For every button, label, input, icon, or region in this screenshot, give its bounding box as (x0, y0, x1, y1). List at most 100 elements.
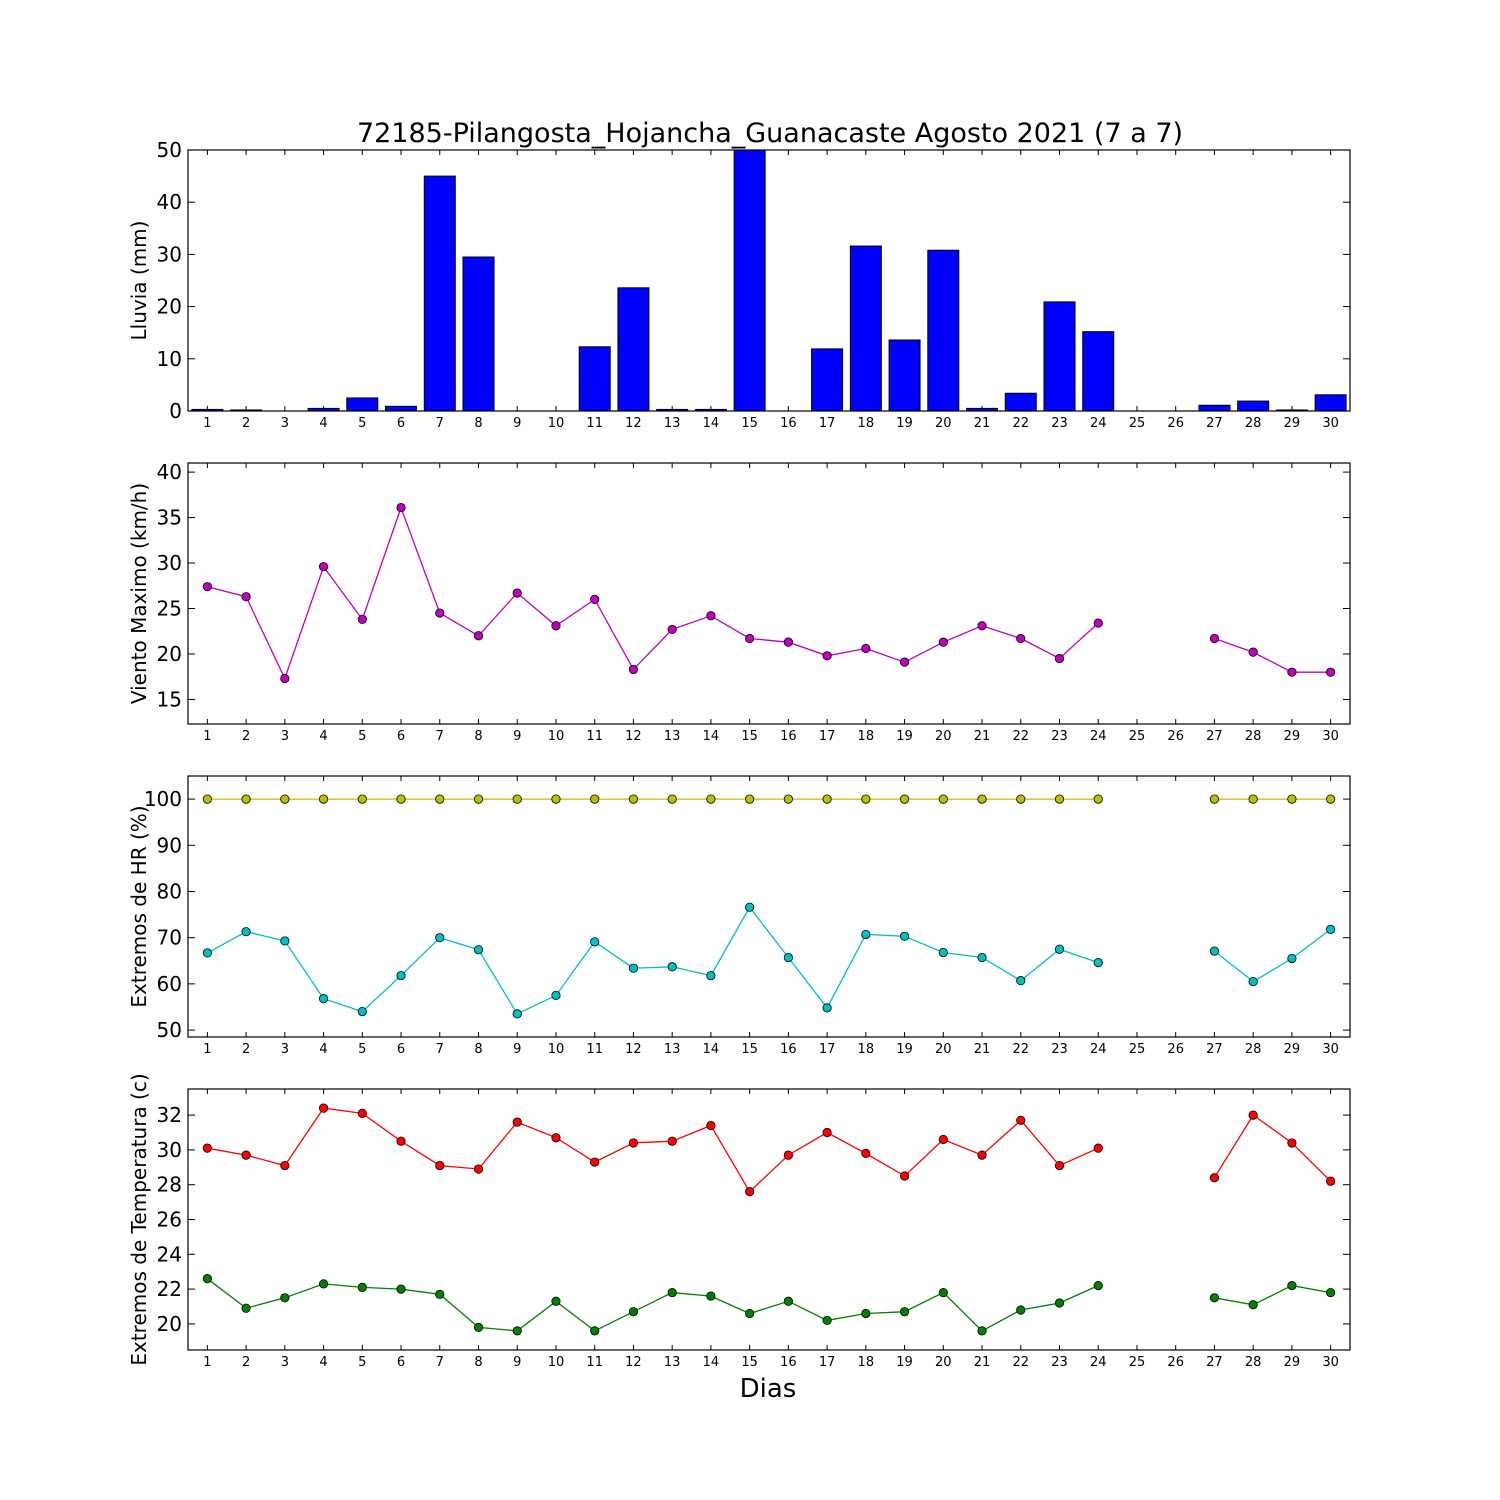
rain-ytick-label: 30 (157, 242, 182, 266)
hr-xtick-label: 11 (586, 1042, 603, 1057)
temp-data-point (1287, 1281, 1297, 1291)
temp-xtick-label: 2 (242, 1355, 250, 1370)
hr-data-point (667, 962, 677, 972)
wind-ytick-label: 15 (157, 687, 182, 711)
temp-data-point (977, 1150, 987, 1160)
hr-xtick-label: 14 (703, 1042, 720, 1057)
temp-data-point (435, 1289, 445, 1299)
rain-xtick-label: 28 (1245, 416, 1262, 431)
wind-data-point (861, 643, 871, 654)
temp-xtick-label: 18 (858, 1355, 875, 1370)
hr-xtick-label: 24 (1090, 1042, 1107, 1057)
wind-ytick-label: 20 (157, 642, 182, 666)
temp-data-point (822, 1127, 832, 1138)
wind-xtick-label: 21 (974, 729, 991, 744)
hr-data-point (938, 794, 948, 804)
hr-data-point (1054, 944, 1065, 954)
temp-data-point (628, 1307, 639, 1317)
rain-bar (888, 339, 921, 411)
rain-bar (927, 249, 960, 411)
hr-data-point (822, 794, 832, 804)
temp-data-point (977, 1326, 987, 1336)
temp-data-point (357, 1282, 367, 1292)
wind-xtick-label: 1 (203, 729, 211, 744)
rain-xtick-label: 5 (358, 416, 366, 431)
temp-data-point (706, 1291, 716, 1301)
rain-bar (733, 150, 766, 411)
rain-bar (1082, 331, 1115, 411)
temp-xtick-label: 27 (1206, 1355, 1223, 1370)
temp-xtick-label: 1 (203, 1355, 211, 1370)
temp-data-point (938, 1287, 948, 1298)
wind-data-point (628, 664, 639, 675)
temp-data-point (241, 1150, 251, 1160)
hr-data-point (1054, 794, 1065, 804)
hr-xtick-label: 12 (625, 1042, 642, 1057)
hr-data-point (280, 936, 290, 946)
wind-series-line (1214, 637, 1331, 673)
temp-data-point (899, 1171, 910, 1181)
hr-data-point (706, 970, 716, 981)
hr-data-point (706, 794, 716, 804)
hr-xtick-label: 17 (819, 1042, 836, 1057)
hr-series-line (207, 906, 1099, 1015)
temp-xtick-label: 13 (664, 1355, 681, 1370)
rain-xtick-label: 13 (664, 416, 681, 431)
wind-data-point (783, 637, 793, 647)
temp-data-point (1054, 1160, 1065, 1171)
temp-data-point (1326, 1287, 1336, 1298)
rain-bar (1004, 392, 1037, 411)
wind-xtick-label: 24 (1090, 729, 1107, 744)
temp-xtick-label: 10 (548, 1355, 565, 1370)
hr-data-point (628, 794, 639, 804)
wind-xtick-label: 27 (1206, 729, 1223, 744)
rain-y-axis-label: Lluvia (mm) (127, 221, 151, 341)
temp-xtick-label: 12 (625, 1355, 642, 1370)
temp-data-point (1287, 1138, 1297, 1148)
rain-bar (1198, 404, 1231, 411)
rain-xtick-label: 16 (780, 416, 797, 431)
temp-xtick-label: 11 (586, 1355, 603, 1370)
temp-xtick-label: 30 (1322, 1355, 1339, 1370)
hr-xtick-label: 25 (1129, 1042, 1146, 1057)
wind-xtick-label: 16 (780, 729, 797, 744)
temp-xtick-label: 7 (436, 1355, 444, 1370)
rain-xtick-label: 17 (819, 416, 836, 431)
temp-ytick-label: 30 (157, 1138, 182, 1162)
wind-data-point (1016, 633, 1026, 644)
wind-data-point (396, 502, 406, 513)
wind-data-point (512, 588, 522, 598)
rain-bar (966, 407, 999, 411)
hr-xtick-label: 8 (474, 1042, 482, 1057)
rain-xtick-label: 10 (548, 416, 565, 431)
hr-xtick-label: 1 (203, 1042, 211, 1057)
rain-ytick-label: 10 (157, 347, 182, 371)
temp-data-point (318, 1279, 329, 1289)
temp-data-point (473, 1164, 484, 1174)
wind-ytick-label: 40 (157, 460, 182, 484)
wind-xtick-label: 14 (703, 729, 720, 744)
hr-data-point (938, 947, 948, 958)
temp-data-point (473, 1322, 484, 1332)
wind-data-point (551, 621, 561, 631)
hr-data-point (435, 933, 445, 943)
temp-xtick-label: 16 (780, 1355, 797, 1370)
temp-data-point (435, 1160, 445, 1171)
wind-xtick-label: 18 (858, 729, 875, 744)
temp-xtick-label: 29 (1284, 1355, 1301, 1370)
hr-xtick-label: 7 (436, 1042, 444, 1057)
rain-axes-frame (187, 149, 1351, 412)
temp-xtick-label: 25 (1129, 1355, 1146, 1370)
temp-data-point (1209, 1173, 1220, 1183)
rain-xtick-label: 19 (896, 416, 913, 431)
hr-xtick-label: 20 (935, 1042, 952, 1057)
rain-bar (423, 175, 456, 411)
hr-data-point (1248, 976, 1258, 987)
rain-ytick-label: 40 (157, 190, 182, 214)
hr-data-point (1209, 794, 1220, 804)
rain-xtick-label: 6 (397, 416, 405, 431)
temp-data-point (861, 1308, 871, 1319)
hr-data-point (241, 794, 251, 804)
